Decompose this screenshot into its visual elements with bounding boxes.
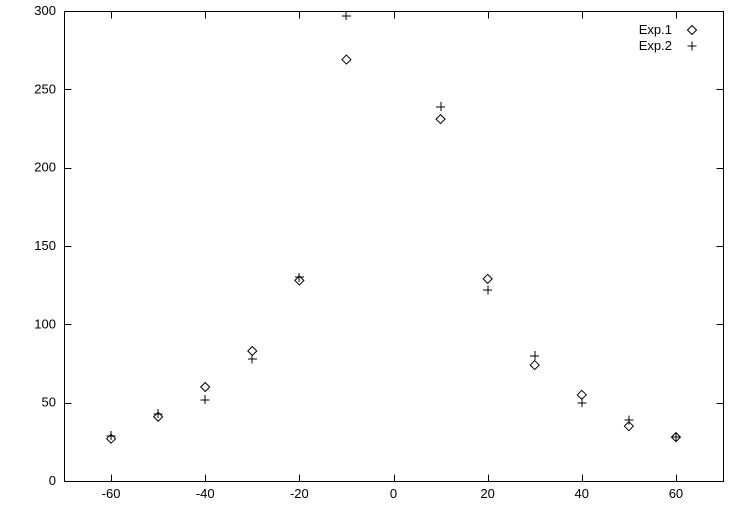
y-tick-label: 300 (34, 3, 56, 18)
data-point-series1-diamond-marker-icon (247, 345, 258, 357)
y-tick-label: 150 (34, 238, 56, 253)
legend-label: Exp.1 (639, 22, 672, 37)
plot-border (64, 11, 724, 482)
y-tick-label: 250 (34, 81, 56, 96)
y-tick-label: 200 (34, 160, 56, 175)
x-tick-label: 40 (575, 486, 589, 501)
x-tick-label: -40 (196, 486, 215, 501)
data-point-series1-diamond-marker-icon (294, 275, 305, 286)
x-tick-label: 0 (390, 486, 397, 501)
data-point-series1-diamond-marker-icon (105, 433, 117, 444)
data-point-series1-diamond-marker-icon (200, 381, 211, 393)
y-tick-label: 0 (49, 473, 56, 488)
x-tick-label: -60 (102, 486, 121, 501)
data-point-series1-diamond-marker-icon (152, 411, 164, 422)
data-point-series1-diamond-marker-icon (529, 359, 540, 371)
data-point-series1-diamond-marker-icon (341, 54, 352, 65)
x-tick-label: 20 (480, 486, 494, 501)
legend-diamond-marker-icon (686, 24, 698, 36)
data-point-series1-diamond-marker-icon (576, 389, 587, 401)
legend-label: Exp.2 (639, 38, 672, 53)
x-tick-label: -20 (290, 486, 309, 501)
data-point-series1-diamond-marker-icon (482, 273, 493, 285)
y-tick-label: 100 (34, 316, 56, 331)
data-point-series1-diamond-marker-icon (435, 113, 446, 125)
data-point-series1-diamond-marker-icon (623, 420, 635, 432)
x-tick-label: 60 (669, 486, 683, 501)
y-tick-label: 50 (42, 395, 56, 410)
